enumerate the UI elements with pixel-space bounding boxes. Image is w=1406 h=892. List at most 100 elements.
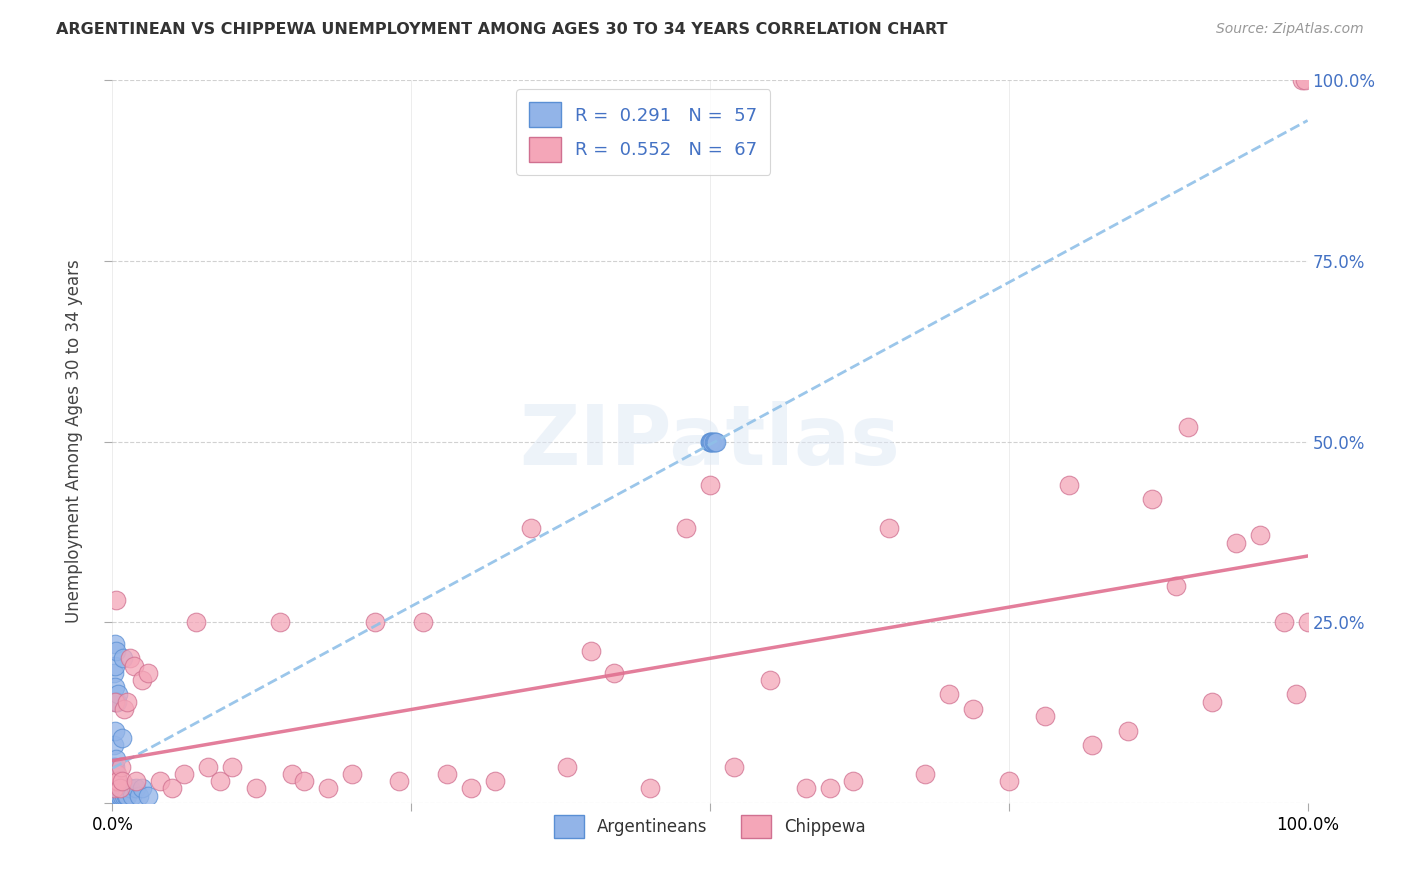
Point: [1201, 695, 1223, 709]
Point: [412, 615, 434, 630]
Point: [1249, 528, 1271, 542]
Point: [149, 774, 172, 789]
Point: [1177, 420, 1199, 434]
Point: [1296, 615, 1319, 630]
Point: [138, 665, 160, 680]
Point: [1033, 709, 1056, 723]
Point: [108, 781, 131, 796]
Point: [108, 789, 131, 803]
Point: [998, 774, 1021, 789]
Point: [105, 752, 128, 766]
Point: [794, 781, 817, 796]
Point: [104, 781, 127, 796]
Point: [1225, 535, 1247, 549]
Point: [103, 665, 125, 680]
Point: [125, 774, 148, 789]
Point: [107, 781, 129, 796]
Point: [104, 658, 127, 673]
Point: [842, 774, 865, 789]
Point: [640, 781, 662, 796]
Point: [122, 658, 145, 673]
Point: [104, 789, 127, 803]
Point: [104, 760, 127, 774]
Point: [105, 774, 128, 789]
Point: [105, 695, 128, 709]
Point: [103, 781, 125, 796]
Point: [105, 767, 128, 781]
Point: [103, 789, 125, 803]
Point: [197, 760, 219, 774]
Point: [114, 781, 135, 796]
Point: [131, 781, 153, 796]
Point: [340, 767, 363, 781]
Point: [105, 789, 128, 803]
Point: [281, 767, 304, 781]
Point: [105, 774, 128, 789]
Point: [364, 615, 387, 630]
Point: [105, 781, 128, 796]
Point: [107, 789, 129, 803]
Point: [105, 767, 128, 781]
Point: [702, 434, 724, 449]
Point: [104, 789, 127, 803]
Point: [105, 774, 128, 789]
Point: [818, 781, 841, 796]
Point: [103, 789, 125, 803]
Point: [162, 781, 183, 796]
Point: [115, 789, 138, 803]
Point: [555, 760, 578, 774]
Point: [105, 781, 128, 796]
Point: [103, 774, 125, 789]
Point: [111, 731, 134, 745]
Point: [209, 774, 232, 789]
Point: [759, 673, 782, 687]
Point: [104, 695, 127, 709]
Point: [723, 760, 745, 774]
Point: [103, 767, 125, 781]
Point: [1057, 478, 1080, 492]
Point: [115, 695, 138, 709]
Point: [105, 781, 128, 796]
Point: [121, 789, 143, 803]
Point: [111, 789, 134, 803]
Point: [103, 789, 125, 803]
Legend: Argentineans, Chippewa: Argentineans, Chippewa: [547, 808, 873, 845]
Point: [125, 781, 148, 796]
Point: [128, 789, 150, 803]
Point: [699, 434, 721, 449]
Point: [104, 723, 127, 738]
Point: [114, 789, 135, 803]
Point: [138, 789, 160, 803]
Point: [114, 789, 136, 803]
Point: [1285, 687, 1308, 701]
Point: [104, 680, 127, 694]
Point: [704, 434, 727, 449]
Point: [699, 434, 721, 449]
Point: [110, 760, 132, 774]
Point: [1291, 73, 1313, 87]
Point: [107, 687, 129, 701]
Point: [103, 760, 125, 774]
Point: [114, 702, 135, 716]
Point: [104, 781, 127, 796]
Point: [104, 774, 127, 789]
Point: [1118, 723, 1140, 738]
Point: [186, 615, 208, 630]
Point: [131, 673, 153, 687]
Text: ARGENTINEAN VS CHIPPEWA UNEMPLOYMENT AMONG AGES 30 TO 34 YEARS CORRELATION CHART: ARGENTINEAN VS CHIPPEWA UNEMPLOYMENT AMO…: [56, 22, 948, 37]
Point: [603, 665, 626, 680]
Point: [436, 767, 458, 781]
Point: [388, 774, 411, 789]
Point: [105, 593, 128, 607]
Text: Source: ZipAtlas.com: Source: ZipAtlas.com: [1216, 22, 1364, 37]
Point: [105, 789, 128, 803]
Point: [703, 434, 725, 449]
Point: [105, 644, 128, 658]
Point: [879, 521, 901, 535]
Point: [1081, 738, 1104, 752]
Point: [120, 781, 142, 796]
Point: [292, 774, 315, 789]
Point: [269, 615, 291, 630]
Point: [103, 781, 125, 796]
Point: [103, 781, 125, 796]
